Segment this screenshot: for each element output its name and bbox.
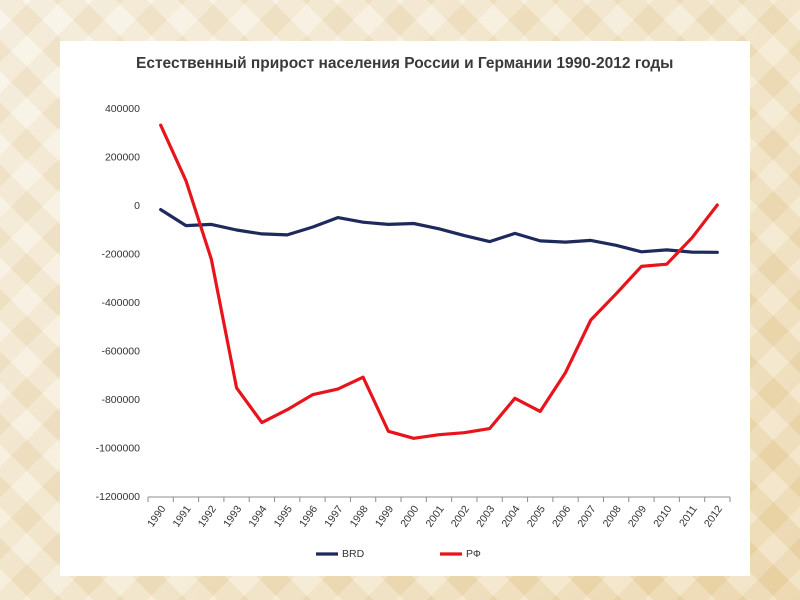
y-tick-label: -200000 <box>101 248 140 260</box>
x-tick-label: 1996 <box>297 503 320 529</box>
axes: 1990 1991 1992 1993 1994 1995 1996 1997 1998 1999… <box>96 103 731 529</box>
x-tick-label: 1991 <box>170 503 193 529</box>
y-tick-label: -1200000 <box>96 491 141 503</box>
x-tick-label: 2002 <box>449 503 472 529</box>
x-tick-label: 2009 <box>626 503 649 529</box>
x-tick-label: 2003 <box>474 503 497 529</box>
x-tick-label: 2004 <box>499 503 522 529</box>
y-tick-label: -400000 <box>101 297 140 309</box>
y-tick-label: -1000000 <box>96 442 141 454</box>
y-tick-label: 200000 <box>105 151 140 163</box>
x-tick-label: 1995 <box>272 503 295 529</box>
x-tick-label: 2005 <box>525 503 548 529</box>
x-tick-label: 1999 <box>373 503 396 529</box>
y-tick-label: -800000 <box>101 394 140 406</box>
series-lines <box>159 123 719 440</box>
x-tick-label: 1994 <box>246 503 269 529</box>
x-tick-label: 2006 <box>550 503 573 529</box>
legend-label: РФ <box>466 548 481 560</box>
legend: BRD РФ <box>316 548 481 560</box>
x-tick-label: 1993 <box>221 503 244 529</box>
x-tick-label: 2008 <box>601 503 624 529</box>
chart-card: Естественный прирост населения России и … <box>60 41 750 576</box>
y-tick-label: 0 <box>134 200 140 212</box>
chart-title: Естественный прирост населения России и … <box>136 55 673 72</box>
x-tick-label: 2012 <box>702 503 725 529</box>
x-tick-label: 1998 <box>348 503 371 529</box>
x-tick-label: 2010 <box>651 503 674 529</box>
series-line-brd <box>159 208 719 254</box>
y-tick-label: 400000 <box>105 103 140 115</box>
line-chart: Естественный прирост населения России и … <box>96 55 731 560</box>
x-tick-label: 2011 <box>677 503 700 529</box>
x-tick-label: 2007 <box>575 503 598 529</box>
x-tick-label: 1990 <box>145 503 168 529</box>
x-tick-label: 2000 <box>398 503 421 529</box>
legend-label: BRD <box>342 548 365 560</box>
y-tick-label: -600000 <box>101 345 140 357</box>
x-tick-label: 2001 <box>424 503 447 529</box>
series-line-rf <box>159 123 719 440</box>
x-tick-label: 1992 <box>196 503 219 529</box>
x-tick-label: 1997 <box>322 503 345 529</box>
